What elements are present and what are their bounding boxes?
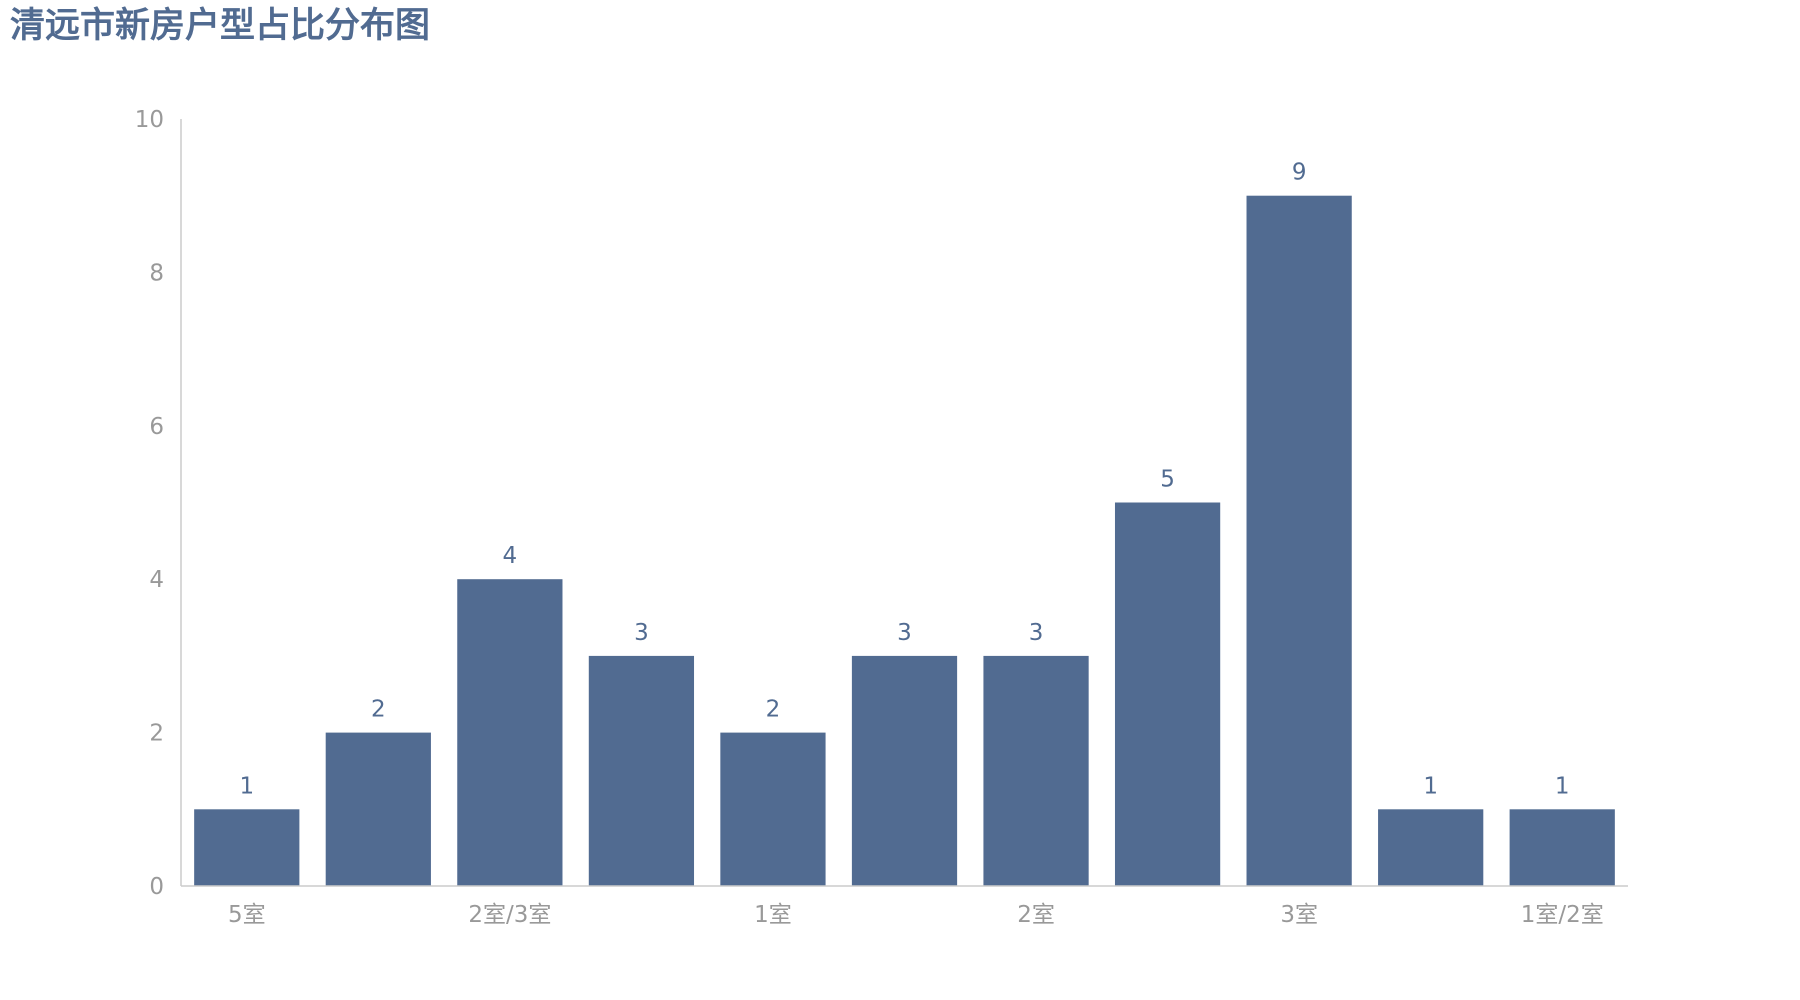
bar[interactable] — [1378, 809, 1484, 886]
x-axis: 5室 2室/3室 1室 2室 3室 1室/2室 — [181, 885, 1628, 928]
chart-title: 清远市新房户型占比分布图 — [10, 6, 431, 46]
x-tick-label: 1室 — [754, 902, 792, 928]
bar-value-label: 4 — [503, 543, 518, 569]
bar[interactable] — [851, 655, 958, 886]
bar-value-label: 2 — [766, 697, 781, 723]
bars — [194, 195, 1615, 887]
bar-value-label: 9 — [1292, 160, 1307, 186]
x-tick-label: 5室 — [228, 902, 266, 928]
bar[interactable] — [588, 655, 695, 886]
bar-value-label: 1 — [239, 773, 254, 799]
y-tick-label: 10 — [135, 107, 164, 133]
y-tick-label: 0 — [149, 874, 164, 900]
bar[interactable] — [457, 579, 563, 886]
data-labels: 1 2 4 3 2 3 3 5 9 1 1 — [239, 160, 1569, 800]
bar-value-label: 3 — [897, 620, 912, 646]
bar-value-label: 3 — [1029, 620, 1044, 646]
x-tick-label: 3室 — [1280, 902, 1318, 928]
bar[interactable] — [325, 732, 431, 886]
y-tick-label: 4 — [149, 567, 164, 593]
bar[interactable] — [1246, 195, 1352, 886]
bar-value-label: 1 — [1423, 773, 1438, 799]
bar-value-label: 2 — [371, 697, 386, 723]
bar-value-label: 5 — [1160, 467, 1175, 493]
bar[interactable] — [1509, 809, 1615, 886]
x-tick-label: 1室/2室 — [1521, 902, 1604, 928]
bar[interactable] — [983, 655, 1089, 886]
y-axis: 0 2 4 6 8 10 — [135, 107, 182, 900]
x-tick-label: 2室/3室 — [468, 902, 551, 928]
bar[interactable] — [1114, 502, 1221, 887]
y-tick-label: 2 — [149, 721, 164, 747]
y-tick-label: 6 — [149, 414, 164, 440]
x-tick-label: 2室 — [1017, 902, 1055, 928]
bar[interactable] — [194, 809, 300, 886]
bar-value-label: 3 — [634, 620, 649, 646]
y-tick-label: 8 — [149, 260, 164, 286]
bar[interactable] — [720, 732, 826, 886]
bar-value-label: 1 — [1555, 773, 1570, 799]
